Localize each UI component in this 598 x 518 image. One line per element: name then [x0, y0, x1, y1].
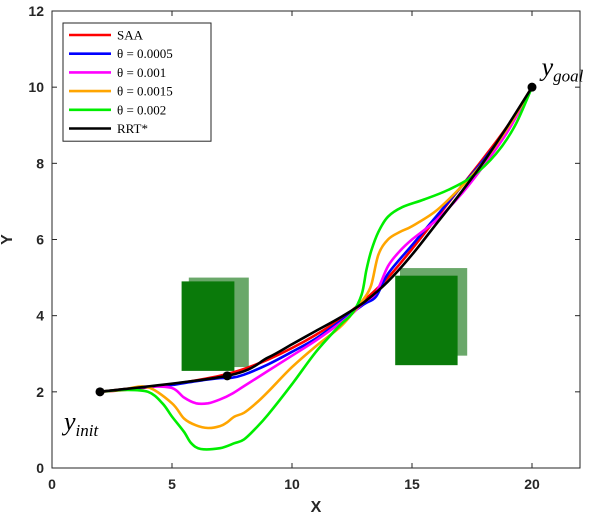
series-layer — [98, 85, 534, 451]
y-tick-label-5: 10 — [28, 79, 44, 95]
y-tick-label-2: 4 — [36, 308, 44, 324]
annotation-base: y — [61, 407, 76, 436]
y-tick-label-4: 8 — [36, 155, 44, 171]
series-line-5 — [98, 85, 534, 394]
legend-label-5: RRT* — [117, 121, 148, 136]
legend-label-3: θ = 0.0015 — [117, 84, 173, 99]
legend-label-1: θ = 0.0005 — [117, 46, 173, 61]
waypoint-marker-2 — [527, 82, 537, 92]
annotation-init: yinit — [61, 407, 99, 440]
x-tick-label-1: 5 — [168, 476, 176, 492]
markers-layer — [95, 82, 537, 397]
waypoint-marker-0 — [95, 387, 105, 397]
legend-label-2: θ = 0.001 — [117, 65, 166, 80]
legend: SAA θ = 0.0005 θ = 0.001 θ = 0.0015 θ = 0.00… — [62, 22, 212, 142]
x-tick-label-0: 0 — [48, 476, 56, 492]
obstacles-layer — [181, 268, 468, 371]
series-line-2 — [98, 85, 534, 406]
obstacle-3 — [395, 275, 458, 366]
y-tick-label-1: 2 — [36, 384, 44, 400]
series-line-3 — [98, 85, 534, 430]
y-tick-label-0: 0 — [36, 460, 44, 476]
annotation-subscript: init — [76, 421, 100, 440]
y-tick-label-6: 12 — [28, 3, 44, 19]
obstacle-1 — [181, 281, 235, 371]
x-tick-label-3: 15 — [404, 476, 420, 492]
legend-label-0: SAA — [117, 28, 144, 43]
legend-label-4: θ = 0.002 — [117, 102, 166, 117]
annotation-subscript: goal — [553, 67, 584, 86]
x-axis-label: X — [311, 499, 322, 516]
x-tick-label-4: 20 — [524, 476, 540, 492]
y-axis-label: Y — [0, 234, 16, 245]
x-tick-label-2: 10 — [284, 476, 300, 492]
legend-box — [62, 22, 212, 142]
annotation-base: y — [539, 53, 554, 82]
annotation-goal: ygoal — [539, 53, 584, 86]
series-line-4 — [98, 85, 534, 451]
waypoint-marker-1 — [222, 371, 232, 381]
y-tick-label-3: 6 — [36, 232, 44, 248]
axes-layer: 0 5 10 15 20 0 2 4 6 8 10 12 — [28, 3, 581, 492]
